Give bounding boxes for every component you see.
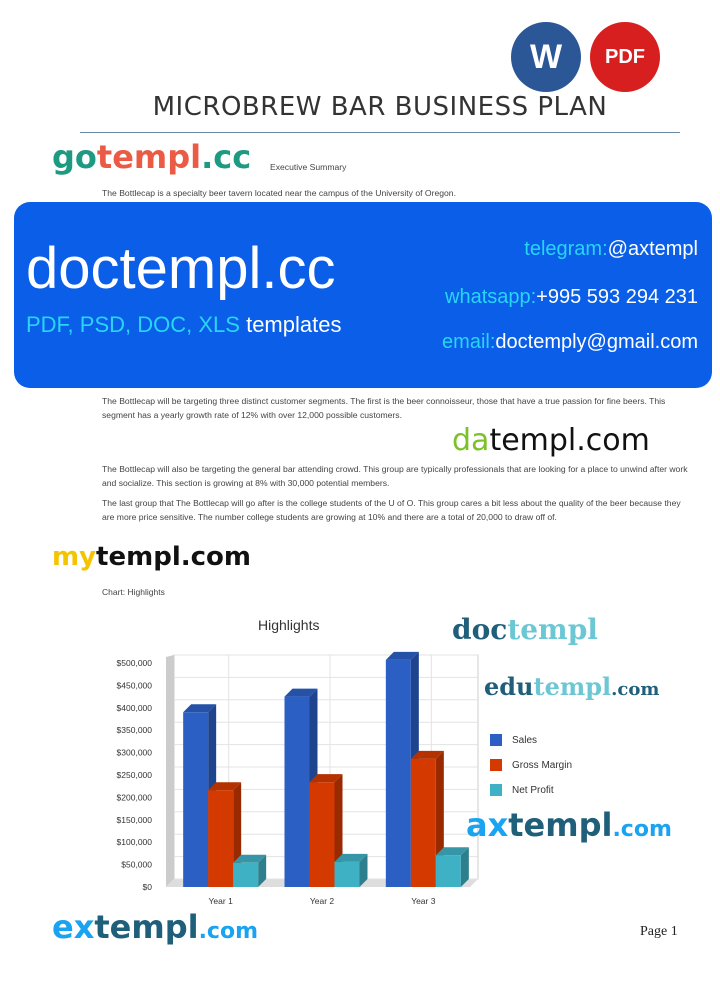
chart-title: Highlights (258, 617, 320, 633)
extempl-watermark: extempl.com (52, 908, 258, 946)
bar-top (334, 853, 368, 862)
legend-sales: Sales (490, 734, 572, 746)
title-divider (80, 132, 680, 133)
intro-paragraph: The Bottlecap is a specialty beer tavern… (102, 188, 456, 198)
word-format-badge[interactable]: W (511, 22, 581, 92)
axtempl-watermark: axtempl.com (466, 806, 672, 844)
legend-net-profit: Net Profit (490, 784, 572, 796)
edutempl-watermark: edutempl.com (484, 672, 660, 701)
bar-sales (284, 696, 310, 887)
promo-banner: doctempl.cc PDF, PSD, DOC, XLS templates… (14, 202, 712, 388)
highlights-chart: $0 $50,000 $100,000 $150,000 $200,000 $250,00… (117, 651, 479, 906)
chart-caption: Chart: Highlights (102, 587, 165, 597)
paragraph-2: The Bottlecap will also be targeting the… (102, 464, 688, 488)
y-tick-label: $100,000 (117, 837, 153, 847)
bar-top (385, 651, 419, 660)
y-tick-label: $450,000 (117, 680, 153, 690)
bar-side (359, 853, 368, 887)
legend-swatch (490, 734, 502, 746)
legend-swatch (490, 784, 502, 796)
y-tick-label: $200,000 (117, 792, 153, 802)
x-tick-label: Year 1 (209, 896, 234, 906)
bar-sales (183, 712, 209, 887)
legend-gross-margin: Gross Margin (490, 759, 572, 771)
y-tick-label: $500,000 (117, 658, 153, 668)
pdf-format-badge[interactable]: PDF (590, 22, 660, 92)
document-title: MICROBREW BAR BUSINESS PLAN (152, 92, 608, 122)
y-tick-label: $50,000 (121, 860, 152, 870)
legend-swatch (490, 759, 502, 771)
bar-top (233, 854, 267, 863)
y-tick-label: $250,000 (117, 770, 153, 780)
mytempl-watermark: mytempl.com (52, 542, 251, 572)
banner-formats: PDF, PSD, DOC, XLS templates (26, 312, 342, 337)
bar-sales (385, 659, 411, 887)
banner-telegram[interactable]: telegram:@axtempl (524, 238, 698, 260)
gotempl-watermark: gotempl.cc (52, 138, 252, 176)
bar-gross-margin (208, 790, 234, 887)
paragraph-1: The Bottlecap will be targeting three di… (102, 396, 666, 420)
bar-top (309, 774, 343, 783)
bar-side (258, 854, 267, 887)
chart-side-wall (166, 655, 174, 887)
bar-net-profit (435, 855, 461, 887)
chart-legend: Sales Gross Margin Net Profit (490, 734, 572, 809)
datempl-watermark: datempl.com (452, 423, 650, 458)
banner-brand: doctempl.cc (26, 236, 336, 301)
x-tick-label: Year 3 (411, 896, 436, 906)
bar-top (183, 704, 217, 713)
y-tick-label: $300,000 (117, 748, 153, 758)
bar-top (208, 782, 242, 791)
x-tick-label: Year 2 (310, 896, 335, 906)
bar-top (410, 750, 444, 759)
banner-email[interactable]: email:doctemply@gmail.com (442, 331, 698, 353)
bar-gross-margin (410, 758, 436, 887)
y-tick-label: $0 (143, 882, 153, 892)
paragraph-3: The last group that The Bottlecap will g… (102, 498, 681, 522)
bar-top (435, 847, 469, 856)
bar-top (284, 688, 318, 697)
bar-net-profit (334, 861, 360, 887)
y-tick-label: $150,000 (117, 815, 153, 825)
page-number: Page 1 (640, 924, 678, 939)
bar-gross-margin (309, 782, 335, 887)
bar-net-profit (233, 862, 259, 887)
y-tick-label: $400,000 (117, 703, 153, 713)
y-tick-label: $350,000 (117, 725, 153, 735)
banner-whatsapp[interactable]: whatsapp:+995 593 294 231 (445, 286, 698, 308)
bar-side (460, 847, 469, 887)
doctempl-watermark: doctempl (452, 613, 598, 646)
section-heading: Executive Summary (270, 162, 347, 172)
